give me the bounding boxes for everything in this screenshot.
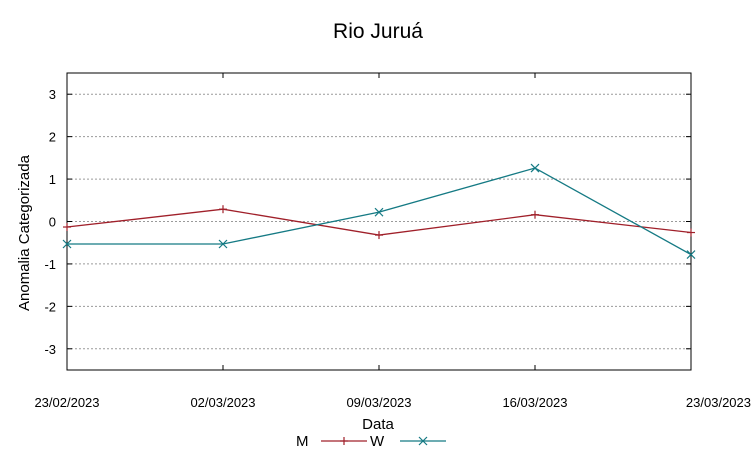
y-tick-label: -1 <box>44 257 56 272</box>
legend-marker <box>340 437 348 445</box>
data-point <box>687 228 695 237</box>
x-tick-label: 16/03/2023 <box>502 395 567 410</box>
data-point <box>374 207 384 217</box>
y-tick-label: -3 <box>44 342 56 357</box>
x-axis-ticks: 23/02/2023 02/03/2023 09/03/2023 16/03/2023… <box>34 73 751 410</box>
x-tick-label: 23/03/2023 <box>686 395 751 410</box>
data-point <box>530 163 540 173</box>
series-line <box>67 167 692 256</box>
y-axis-ticks: 3 2 1 0 -1 -2 -3 <box>44 87 691 357</box>
marker-stroke <box>686 250 696 260</box>
x-axis-title: Data <box>362 416 394 433</box>
x-tick-label: 09/03/2023 <box>346 395 411 410</box>
y-tick-label: -2 <box>44 299 56 314</box>
y-tick-label: 0 <box>49 215 56 230</box>
y-tick-label: 1 <box>49 172 56 187</box>
marker-stroke <box>530 163 540 173</box>
data-point <box>62 239 72 249</box>
legend-item: W <box>370 433 446 450</box>
y-axis-title: Anomalia Categorizada <box>16 154 33 311</box>
data-point <box>375 231 383 240</box>
legend-label: M <box>296 433 309 450</box>
x-tick-label: 23/02/2023 <box>34 395 99 410</box>
x-tick-label: 02/03/2023 <box>190 395 255 410</box>
series-m <box>63 205 695 240</box>
data-point <box>219 205 227 214</box>
legend-marker <box>418 436 428 446</box>
legend-label: W <box>370 433 385 450</box>
data-point <box>218 239 228 249</box>
marker-stroke <box>374 207 384 217</box>
marker-stroke <box>418 436 428 446</box>
legend-item: M <box>296 433 367 450</box>
series-layer <box>62 163 696 260</box>
chart-title: Rio Juruá <box>333 20 423 43</box>
data-point <box>531 210 539 219</box>
y-tick-label: 2 <box>49 130 56 145</box>
marker-stroke <box>62 239 72 249</box>
y-tick-label: 3 <box>49 87 56 102</box>
series-w <box>62 163 696 260</box>
grid-lines <box>67 93 691 350</box>
data-point <box>686 250 696 260</box>
data-point <box>63 223 71 232</box>
marker-stroke <box>218 239 228 249</box>
